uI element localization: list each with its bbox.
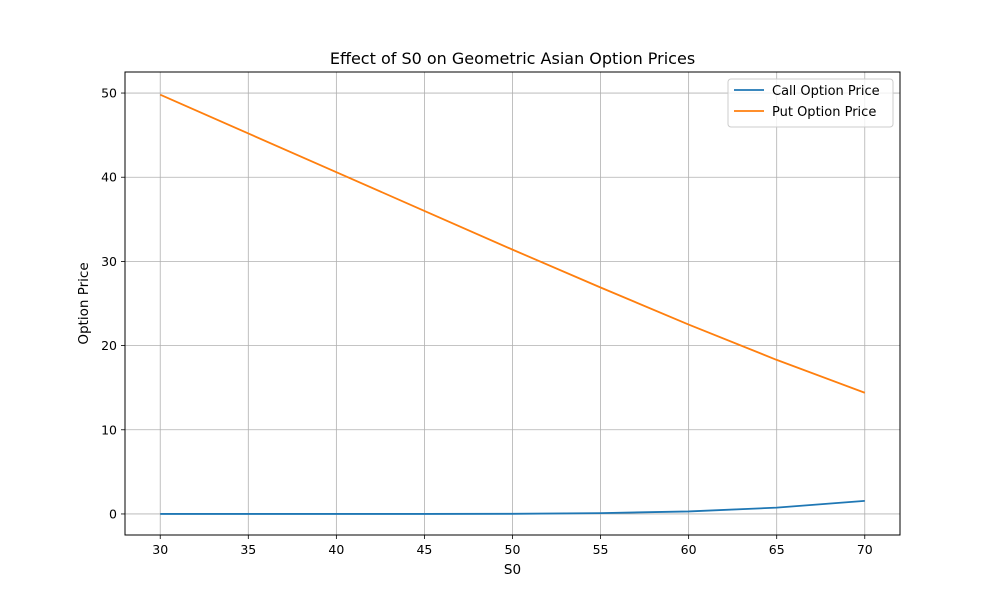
x-tick-label: 65 [769,542,785,557]
y-axis-title: Option Price [76,262,92,344]
x-tick-label: 35 [240,542,256,557]
chart-title: Effect of S0 on Geometric Asian Option P… [330,49,695,68]
y-tick-label: 30 [101,254,117,269]
x-tick-label: 55 [593,542,609,557]
x-tick-label: 30 [152,542,168,557]
x-tick-label: 40 [328,542,344,557]
y-tick-label: 50 [101,86,117,101]
call-option-price-line [160,500,865,515]
y-tick-label: 40 [101,170,117,185]
put-option-price-line [159,93,866,394]
legend: Call Option Price Put Option Price [727,78,894,128]
x-axis-title: S0 [504,562,521,578]
y-tick-label: 0 [109,506,117,521]
x-tick-label: 45 [416,542,432,557]
y-tick-label: 10 [101,422,117,437]
y-tick-label: 20 [101,338,117,353]
legend-box [727,78,894,128]
series-lines [159,93,866,515]
legend-label-call: Call Option Price [772,84,880,99]
x-tick-label: 60 [681,542,697,557]
x-tick-label: 50 [505,542,521,557]
legend-label-put: Put Option Price [772,105,876,120]
x-axis-ticks: 30 35 40 45 50 55 60 65 70 [152,535,873,557]
x-tick-label: 70 [857,542,873,557]
y-axis-ticks: 0 10 20 30 40 50 [101,86,125,521]
